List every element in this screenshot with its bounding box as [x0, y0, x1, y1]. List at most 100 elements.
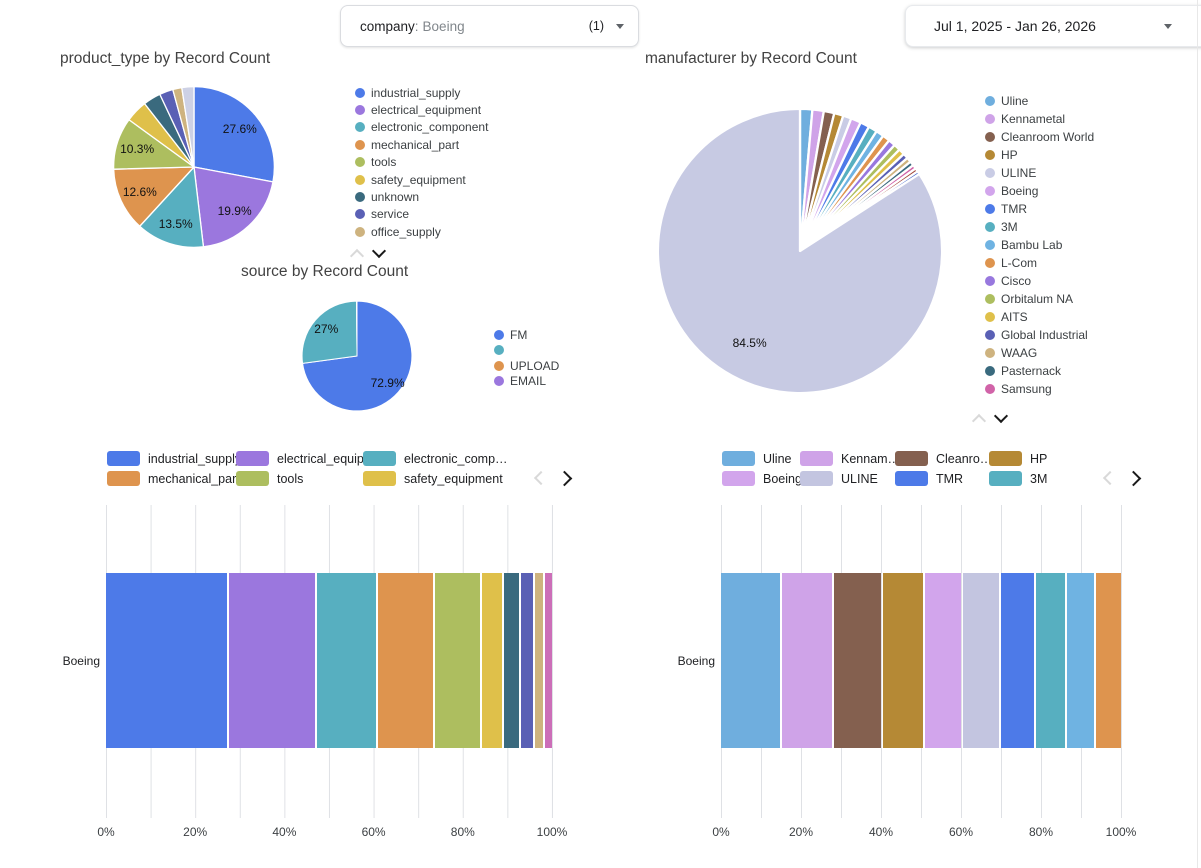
legend-item[interactable]: Samsung — [985, 380, 1094, 398]
legend-page-left-icon[interactable] — [533, 470, 549, 486]
pie-slice[interactable] — [301, 300, 358, 364]
legend-item[interactable]: industrial_supply — [107, 451, 241, 466]
legend-page-down-icon[interactable] — [993, 408, 1009, 424]
legend-item[interactable]: AITS — [985, 308, 1094, 326]
legend-item[interactable]: ULINE — [985, 164, 1094, 182]
bar-segment[interactable] — [782, 573, 832, 748]
legend-pager-product-type — [349, 243, 387, 263]
date-range-picker[interactable]: Jul 1, 2025 - Jan 26, 2026 — [905, 5, 1201, 47]
legend-item[interactable]: HP — [985, 146, 1094, 164]
legend-item[interactable]: safety_equipment — [363, 471, 563, 486]
pie-slice[interactable] — [181, 85, 195, 168]
legend-page-up-icon[interactable] — [349, 248, 365, 263]
pie-slice[interactable] — [193, 166, 274, 248]
legend-label: Boeing — [763, 471, 802, 486]
legend-item[interactable]: TMR — [895, 471, 989, 486]
legend-swatch — [355, 192, 365, 203]
bar-segment[interactable] — [106, 573, 227, 748]
legend-item[interactable]: Uline — [985, 92, 1094, 110]
legend-item[interactable]: Cleanro… — [895, 451, 992, 466]
legend-swatch — [107, 471, 140, 486]
bar-segment[interactable] — [1035, 573, 1066, 748]
legend-item[interactable]: Boeing — [722, 471, 802, 486]
filter-chip-company[interactable]: company: Boeing (1) — [340, 5, 639, 47]
pie-slice[interactable] — [193, 85, 276, 183]
legend-item[interactable] — [494, 343, 559, 359]
bar-segment[interactable] — [1001, 573, 1034, 748]
legend-item[interactable]: tools — [236, 471, 363, 486]
legend-item[interactable]: Uline — [722, 451, 800, 466]
legend-item[interactable]: Global Industrial — [985, 326, 1094, 344]
bar-segment[interactable] — [503, 573, 519, 748]
bar-segment[interactable] — [1067, 573, 1094, 748]
legend-label: TMR — [936, 471, 964, 486]
legend-swatch — [355, 209, 365, 220]
legend-label: Samsung — [1001, 382, 1052, 396]
filter-chip-dimension: company — [360, 18, 415, 34]
pie-chart-source[interactable]: 72.9% 27% — [301, 300, 413, 412]
legend-item[interactable]: Kennametal — [985, 110, 1094, 128]
legend-item[interactable]: electrical_equipm… — [236, 451, 387, 466]
pie-slice[interactable] — [139, 166, 205, 248]
legend-item[interactable]: office_supply — [355, 223, 488, 240]
legend-item[interactable]: mechanical_part — [355, 136, 488, 153]
bar-segment[interactable] — [544, 573, 552, 748]
legend-item[interactable]: TMR — [985, 200, 1094, 218]
legend-source-pie: FM UPLOAD EMAIL — [494, 327, 559, 389]
pie-chart-product-type[interactable]: 27.6% 19.9% 13.5% 12.6% 10.3% — [112, 85, 276, 249]
x-axis-manufacturer-bar: 0% 20% 40% 60% 80% 100% — [712, 825, 1136, 841]
legend-item[interactable]: L-Com — [985, 254, 1094, 272]
legend-item[interactable]: EMAIL — [494, 374, 559, 390]
bar-segment[interactable] — [721, 573, 781, 748]
legend-item[interactable]: service — [355, 206, 488, 223]
filter-chip-separator: : — [414, 18, 419, 34]
legend-item[interactable]: 3M — [985, 218, 1094, 236]
bar-segment[interactable] — [534, 573, 543, 748]
legend-page-right-icon[interactable] — [1125, 470, 1142, 486]
legend-page-left-icon[interactable] — [1102, 470, 1118, 486]
bar-segment[interactable] — [833, 573, 882, 748]
pie-chart-manufacturer[interactable]: 84.5% — [655, 106, 945, 396]
legend-item[interactable]: Boeing — [985, 182, 1094, 200]
bar-segment[interactable] — [378, 573, 434, 748]
legend-item[interactable]: Cisco — [985, 272, 1094, 290]
legend-item[interactable]: Kennam… — [800, 451, 900, 466]
legend-item[interactable]: electronic_comp… — [363, 451, 563, 466]
legend-item[interactable]: safety_equipment — [355, 171, 488, 188]
legend-item[interactable]: UPLOAD — [494, 358, 559, 374]
legend-page-up-icon[interactable] — [971, 413, 987, 428]
legend-item[interactable]: industrial_supply — [355, 84, 488, 101]
bar-segment[interactable] — [520, 573, 533, 748]
bar-segment[interactable] — [435, 573, 481, 748]
legend-swatch — [494, 345, 504, 356]
legend-item[interactable]: WAAG — [985, 344, 1094, 362]
legend-item[interactable]: electrical_equipment — [355, 101, 488, 118]
legend-item[interactable]: 3M — [989, 471, 1079, 486]
legend-item[interactable]: electronic_component — [355, 119, 488, 136]
bar-segment[interactable] — [883, 573, 923, 748]
bar-segment[interactable] — [482, 573, 502, 748]
legend-label: electronic_comp… — [404, 451, 508, 466]
legend-page-right-icon[interactable] — [556, 470, 573, 486]
legend-item[interactable]: FM — [494, 327, 559, 343]
chevron-down-icon[interactable] — [1164, 23, 1172, 29]
legend-item[interactable]: Bambu Lab — [985, 236, 1094, 254]
bar-segment[interactable] — [317, 573, 377, 748]
chevron-down-icon[interactable] — [616, 23, 624, 29]
bar-segment[interactable] — [962, 573, 1000, 748]
bar-segment[interactable] — [228, 573, 316, 748]
legend-item[interactable]: unknown — [355, 188, 488, 205]
pie-slice[interactable] — [656, 107, 944, 395]
bar-segment[interactable] — [924, 573, 961, 748]
bar-segment[interactable] — [1095, 573, 1121, 748]
axis-tick-label: 60% — [948, 825, 974, 839]
legend-page-down-icon[interactable] — [371, 243, 387, 259]
legend-item[interactable]: HP — [989, 451, 1079, 466]
pie-slice[interactable] — [113, 166, 195, 227]
legend-item[interactable]: ULINE — [800, 471, 895, 486]
legend-item[interactable]: tools — [355, 154, 488, 171]
legend-item[interactable]: Cleanroom World — [985, 128, 1094, 146]
legend-item[interactable]: Pasternack — [985, 362, 1094, 380]
legend-item[interactable]: Orbitalum NA — [985, 290, 1094, 308]
legend-item[interactable]: mechanical_part — [107, 471, 240, 486]
